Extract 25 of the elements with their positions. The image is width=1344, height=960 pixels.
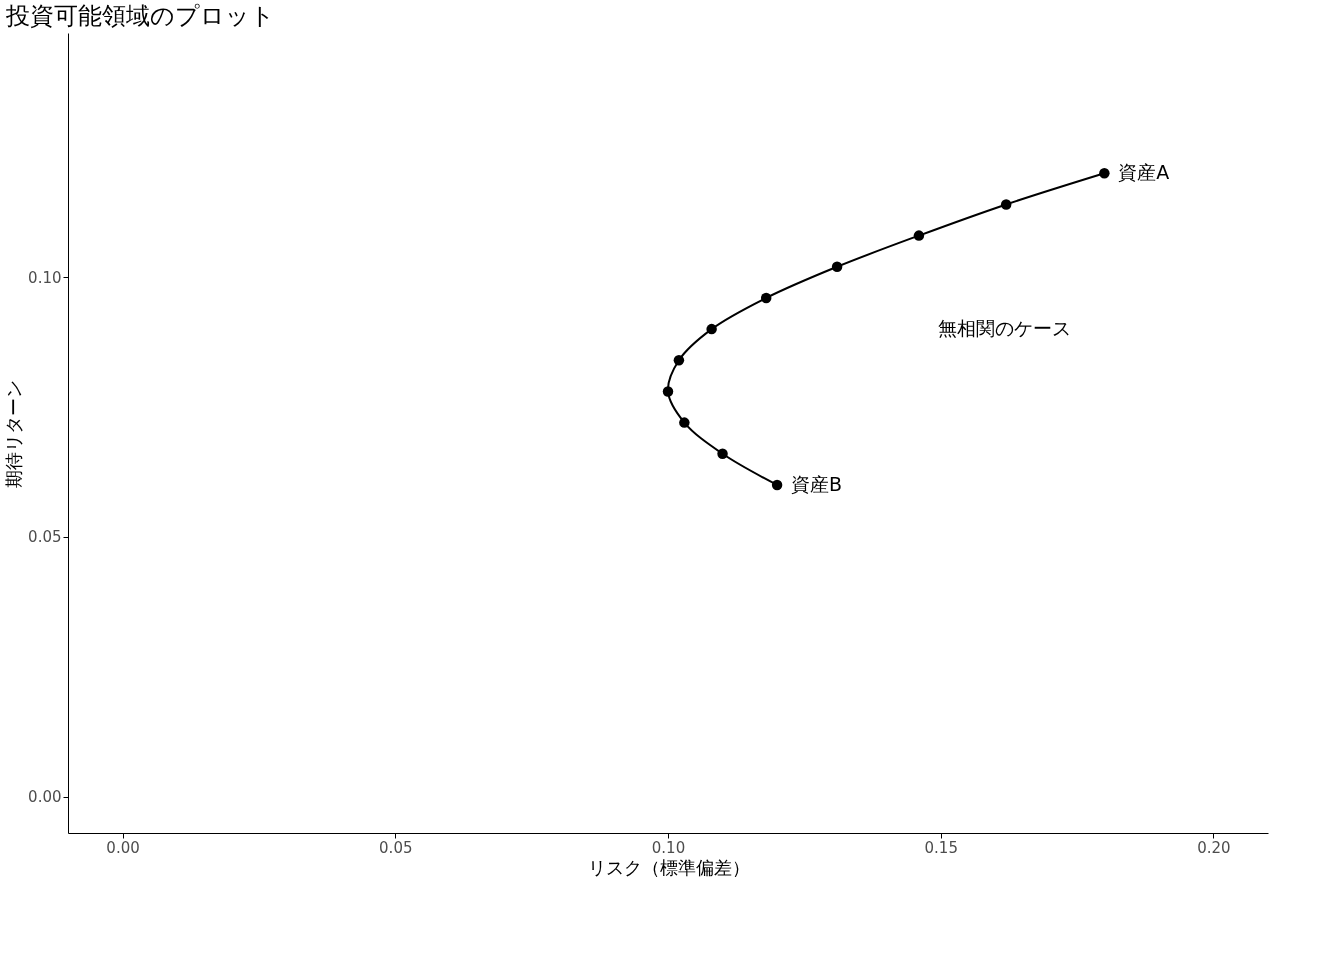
point (662, 386, 674, 397)
point (706, 323, 717, 335)
y-axis-title: 期待リターン (3, 379, 25, 488)
point (1099, 168, 1110, 179)
point (673, 355, 685, 366)
point (831, 261, 843, 272)
annotation: 無相関のケース (937, 317, 1071, 339)
point (679, 417, 690, 428)
x-axis-title: リスク（標準偏差） (587, 856, 750, 878)
x-tick-label: 0.05 (379, 838, 413, 857)
chart-title: 投資可能領域のプロット (4, 2, 275, 30)
y-tick-label: 0.10 (28, 268, 62, 287)
x-tick-label: 0.15 (924, 838, 958, 857)
point (717, 448, 728, 460)
x-tick-label: 0.00 (106, 838, 140, 857)
point (1000, 199, 1012, 210)
point (913, 230, 925, 241)
point (760, 292, 772, 304)
x-tick-label: 0.10 (651, 838, 686, 857)
y-tick-label: 0.05 (28, 528, 62, 547)
point (771, 479, 783, 491)
annotation: 資産A (1118, 161, 1170, 184)
annotation: 資産B (791, 472, 843, 495)
x-tick-label: 0.20 (1197, 838, 1231, 857)
y-tick-label: 0.00 (28, 788, 62, 807)
